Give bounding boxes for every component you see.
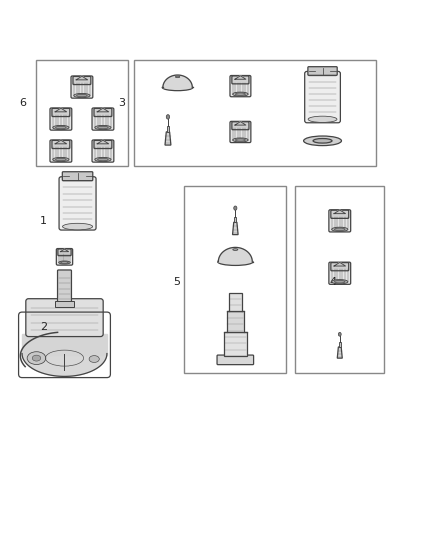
Ellipse shape bbox=[162, 84, 193, 91]
FancyBboxPatch shape bbox=[50, 140, 72, 162]
Bar bbox=[339, 342, 341, 347]
Polygon shape bbox=[219, 247, 252, 262]
FancyBboxPatch shape bbox=[57, 270, 71, 302]
Ellipse shape bbox=[53, 125, 69, 130]
Polygon shape bbox=[60, 249, 69, 252]
Ellipse shape bbox=[59, 261, 71, 264]
FancyBboxPatch shape bbox=[331, 263, 349, 271]
Ellipse shape bbox=[98, 126, 108, 129]
Ellipse shape bbox=[175, 76, 180, 78]
Ellipse shape bbox=[233, 138, 248, 142]
FancyBboxPatch shape bbox=[73, 76, 91, 85]
Bar bbox=[55, 301, 74, 308]
Polygon shape bbox=[165, 132, 171, 145]
Ellipse shape bbox=[335, 280, 345, 283]
FancyBboxPatch shape bbox=[59, 177, 96, 230]
Polygon shape bbox=[55, 108, 67, 112]
Ellipse shape bbox=[233, 92, 248, 96]
Bar bbox=[167, 126, 169, 132]
FancyBboxPatch shape bbox=[308, 67, 337, 75]
Ellipse shape bbox=[332, 227, 348, 231]
Text: 3: 3 bbox=[118, 98, 125, 108]
Polygon shape bbox=[97, 108, 109, 112]
FancyBboxPatch shape bbox=[329, 210, 351, 232]
Ellipse shape bbox=[77, 94, 87, 97]
Polygon shape bbox=[235, 76, 246, 79]
Polygon shape bbox=[22, 334, 107, 355]
Ellipse shape bbox=[339, 333, 341, 336]
FancyBboxPatch shape bbox=[94, 108, 112, 117]
Polygon shape bbox=[76, 76, 88, 80]
Ellipse shape bbox=[304, 136, 342, 146]
Ellipse shape bbox=[95, 157, 111, 161]
FancyBboxPatch shape bbox=[62, 172, 93, 181]
FancyBboxPatch shape bbox=[230, 76, 251, 97]
Ellipse shape bbox=[235, 139, 245, 141]
Ellipse shape bbox=[166, 115, 170, 119]
FancyBboxPatch shape bbox=[26, 298, 103, 336]
Bar bbox=[226, 311, 244, 332]
FancyBboxPatch shape bbox=[232, 76, 249, 84]
FancyBboxPatch shape bbox=[232, 122, 249, 130]
Ellipse shape bbox=[332, 280, 348, 284]
FancyBboxPatch shape bbox=[217, 355, 254, 365]
FancyBboxPatch shape bbox=[230, 122, 251, 143]
Ellipse shape bbox=[308, 116, 337, 123]
Ellipse shape bbox=[89, 356, 99, 362]
Text: 1: 1 bbox=[40, 216, 47, 226]
FancyBboxPatch shape bbox=[52, 108, 70, 117]
Polygon shape bbox=[334, 262, 346, 266]
Ellipse shape bbox=[233, 249, 238, 251]
Text: 5: 5 bbox=[173, 277, 180, 287]
FancyBboxPatch shape bbox=[331, 210, 349, 219]
Polygon shape bbox=[235, 122, 246, 125]
FancyBboxPatch shape bbox=[57, 248, 73, 265]
Bar bbox=[224, 332, 247, 356]
Ellipse shape bbox=[218, 258, 253, 265]
Bar bbox=[184, 186, 286, 373]
Bar bbox=[295, 186, 385, 373]
Ellipse shape bbox=[61, 262, 68, 263]
FancyBboxPatch shape bbox=[50, 108, 72, 130]
FancyBboxPatch shape bbox=[329, 262, 351, 284]
Text: 4: 4 bbox=[329, 277, 336, 287]
FancyBboxPatch shape bbox=[305, 71, 340, 123]
Ellipse shape bbox=[56, 126, 66, 129]
Bar bbox=[234, 216, 237, 222]
Ellipse shape bbox=[235, 93, 245, 95]
Polygon shape bbox=[334, 210, 346, 214]
Ellipse shape bbox=[32, 355, 41, 361]
Ellipse shape bbox=[56, 158, 66, 161]
FancyBboxPatch shape bbox=[71, 76, 93, 98]
FancyBboxPatch shape bbox=[58, 249, 71, 256]
Polygon shape bbox=[163, 75, 192, 87]
FancyBboxPatch shape bbox=[92, 140, 114, 162]
Ellipse shape bbox=[98, 158, 108, 161]
Polygon shape bbox=[97, 140, 109, 144]
Bar bbox=[229, 293, 242, 311]
Polygon shape bbox=[337, 347, 342, 358]
Bar bbox=[36, 60, 127, 166]
Ellipse shape bbox=[74, 93, 90, 98]
FancyBboxPatch shape bbox=[92, 108, 114, 130]
Polygon shape bbox=[22, 353, 107, 376]
Polygon shape bbox=[233, 222, 238, 235]
Ellipse shape bbox=[313, 139, 332, 143]
FancyBboxPatch shape bbox=[52, 140, 70, 149]
Polygon shape bbox=[55, 140, 67, 144]
Text: 2: 2 bbox=[40, 322, 47, 333]
Ellipse shape bbox=[95, 125, 111, 130]
Text: 6: 6 bbox=[20, 98, 27, 108]
FancyBboxPatch shape bbox=[94, 140, 112, 149]
Ellipse shape bbox=[63, 223, 92, 230]
Ellipse shape bbox=[27, 352, 46, 365]
Ellipse shape bbox=[53, 157, 69, 161]
Ellipse shape bbox=[335, 228, 345, 231]
Ellipse shape bbox=[234, 206, 237, 210]
Bar bbox=[134, 60, 376, 166]
